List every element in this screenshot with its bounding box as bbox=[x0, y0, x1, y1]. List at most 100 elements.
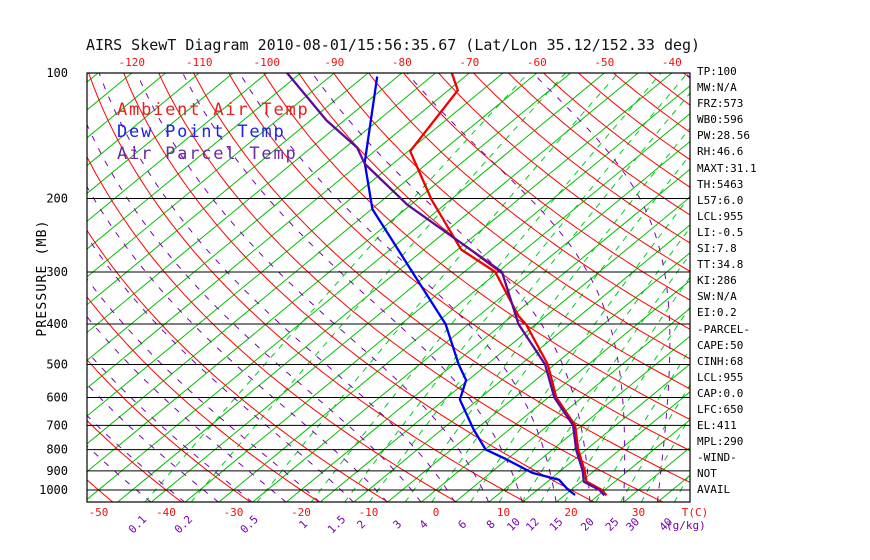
pressure-axis-label: PRESSURE (MB) bbox=[35, 219, 50, 336]
top-temp-tick: -80 bbox=[392, 56, 412, 69]
plot-grid bbox=[87, 73, 690, 502]
isotherm-line bbox=[218, 112, 690, 502]
isotherm-line bbox=[87, 73, 470, 389]
panel-line: AVAIL bbox=[697, 483, 731, 497]
panel-line: LI:-0.5 bbox=[697, 225, 744, 239]
mixing-ratio-line bbox=[469, 195, 690, 502]
panel-line: LCL:955 bbox=[697, 209, 744, 223]
isotherm-line bbox=[87, 73, 571, 473]
dry-adiabat-line bbox=[263, 73, 690, 421]
moist-adiabat-line bbox=[239, 73, 557, 502]
mixing-ratio-tick: 2 bbox=[354, 518, 368, 532]
pressure-tick: 500 bbox=[46, 358, 68, 372]
chart-title: AIRS SkewT Diagram 2010-08-01/15:56:35.6… bbox=[86, 36, 701, 54]
isotherm-line bbox=[87, 73, 605, 501]
mixing-ratio-tick: 20 bbox=[578, 515, 597, 534]
dry-adiabat-line bbox=[87, 296, 320, 502]
dry-adiabat-line bbox=[87, 155, 458, 502]
legend: Ambient Air Temp Dew Point Temp Air Parcel… bbox=[117, 99, 310, 165]
isotherm-line bbox=[87, 73, 268, 222]
moist-adiabat-line bbox=[532, 73, 671, 502]
isotherm-line bbox=[286, 168, 690, 502]
isotherm-line bbox=[87, 73, 369, 306]
bottom-temp-tick: 30 bbox=[632, 506, 645, 519]
bottom-temp-tick: 10 bbox=[497, 506, 510, 519]
panel-line: LFC:650 bbox=[697, 402, 744, 416]
legend-item-air-parcel-temp: Air Parcel Temp bbox=[117, 144, 298, 164]
dry-adiabat-line bbox=[87, 479, 114, 502]
mixing-ratio-tick: 25 bbox=[603, 515, 622, 534]
dry-adiabat-line bbox=[87, 419, 183, 502]
isotherm-line bbox=[387, 252, 690, 502]
mixing-ratio-tick: 6 bbox=[455, 518, 469, 532]
top-temp-tick: -70 bbox=[459, 56, 479, 69]
isotherm-line bbox=[522, 363, 690, 502]
panel-line: RH:46.6 bbox=[697, 145, 744, 159]
bottom-temp-tick: -40 bbox=[156, 506, 176, 519]
isotherm-line bbox=[319, 196, 690, 502]
panel-line: KI:286 bbox=[697, 274, 737, 288]
mixing-ratio-line bbox=[521, 253, 690, 502]
isotherm-line bbox=[87, 73, 200, 167]
dry-adiabat-line bbox=[403, 73, 690, 301]
dry-adiabat-line bbox=[87, 229, 389, 502]
dry-adiabat-line bbox=[298, 73, 690, 390]
dry-adiabat-line bbox=[543, 73, 690, 188]
isotherm-line bbox=[589, 419, 690, 502]
dry-adiabat-line bbox=[88, 73, 527, 502]
mixing-ratio-line bbox=[368, 92, 690, 502]
moist-adiabat-line bbox=[87, 278, 321, 502]
legend-item-ambient-air-temp: Ambient Air Temp bbox=[117, 100, 310, 120]
mixing-ratio-tick: 15 bbox=[547, 515, 566, 534]
panel-line: LCL:955 bbox=[697, 370, 744, 384]
pressure-tick: 900 bbox=[46, 464, 68, 478]
dry-adiabat-line bbox=[508, 73, 690, 216]
panel-line: TH:5463 bbox=[697, 177, 744, 191]
panel-line: -PARCEL- bbox=[697, 322, 750, 336]
panel-line: MW:N/A bbox=[697, 81, 737, 95]
panel-line: MAXT:31.1 bbox=[697, 161, 757, 175]
panel-line: SI:7.8 bbox=[697, 242, 737, 256]
dry-adiabat-line bbox=[158, 73, 664, 502]
moist-adiabat-line bbox=[136, 73, 490, 502]
mixing-ratio-line bbox=[310, 73, 662, 502]
mixing-ratio-tick: 0.1 bbox=[126, 513, 149, 536]
top-temp-tick: -40 bbox=[662, 56, 682, 69]
mixing-ratio-line bbox=[498, 226, 690, 502]
mixing-ratio-tick: 1.5 bbox=[325, 513, 348, 536]
bottom-temp-tick: -10 bbox=[359, 506, 379, 519]
dry-adiabat-line bbox=[87, 359, 251, 502]
mixing-ratio-tick: 8 bbox=[484, 518, 498, 532]
top-temp-tick: -60 bbox=[527, 56, 547, 69]
pressure-tick: 1000 bbox=[39, 483, 68, 497]
plot-frame bbox=[86, 72, 691, 503]
moist-adiabat-line bbox=[87, 123, 422, 502]
bottom-temp-tick: -30 bbox=[224, 506, 244, 519]
dry-adiabat-line bbox=[473, 73, 690, 244]
pressure-tick: 700 bbox=[46, 418, 68, 432]
panel-line: SW:N/A bbox=[697, 290, 737, 304]
isotherm-line bbox=[184, 85, 690, 502]
mixing-ratio-tick: 3 bbox=[390, 518, 404, 532]
legend-item-dew-point-temp: Dew Point Temp bbox=[117, 122, 286, 142]
panel-line: WB0:596 bbox=[697, 113, 744, 127]
panel-line: L57:6.0 bbox=[697, 193, 744, 207]
top-temp-tick: -120 bbox=[119, 56, 146, 69]
sounding-curve-ambient-air-temp bbox=[409, 73, 608, 497]
panel-line: MPL:290 bbox=[697, 435, 744, 449]
isotherm-line bbox=[87, 73, 403, 334]
moist-adiabat-line bbox=[311, 73, 591, 502]
bottom-temp-tick: -20 bbox=[291, 506, 311, 519]
panel-line: PW:28.56 bbox=[697, 129, 750, 143]
mixing-ratio-tick: 12 bbox=[523, 515, 542, 534]
mixing-ratio-tick: 1 bbox=[296, 518, 310, 532]
panel-line: CINH:68 bbox=[697, 354, 744, 368]
mixing-ratio-tick: 4 bbox=[417, 517, 431, 531]
mixing-ratio-line bbox=[344, 73, 688, 502]
isotherm-line bbox=[87, 73, 301, 250]
isotherm-line bbox=[87, 73, 436, 362]
panel-line: FRZ:573 bbox=[697, 97, 744, 111]
top-temp-tick: -100 bbox=[254, 56, 281, 69]
mixing-ratio-line bbox=[256, 73, 619, 502]
